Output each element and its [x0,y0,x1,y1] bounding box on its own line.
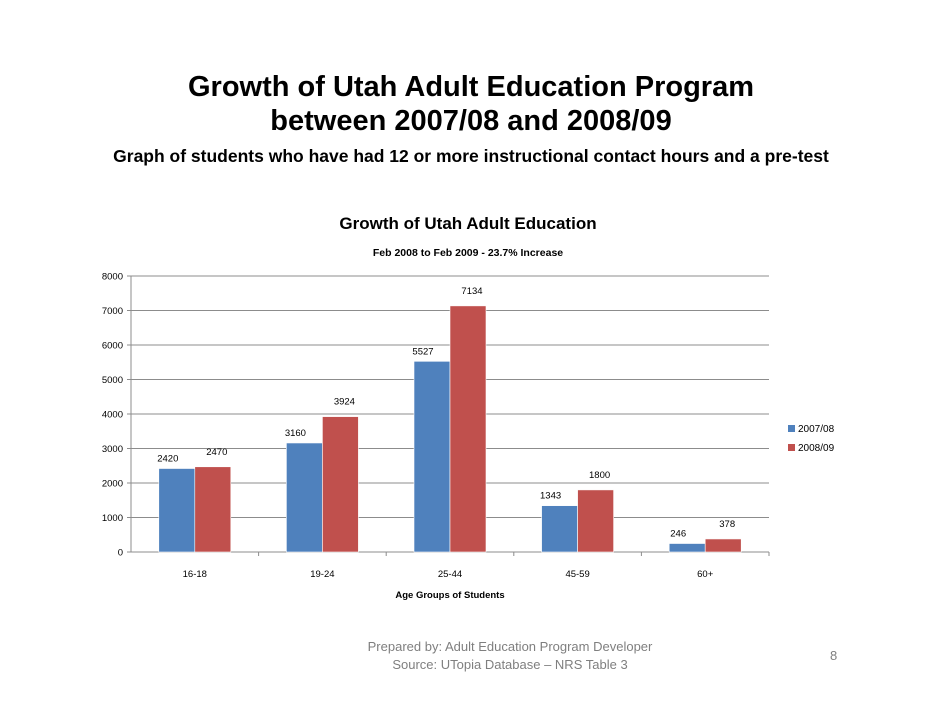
legend-label: 2007/08 [798,424,835,435]
x-tick-label: 19-24 [310,569,334,580]
chart-subtitle: Feb 2008 to Feb 2009 - 23.7% Increase [373,247,563,259]
y-tick-label: 1000 [102,513,123,524]
legend-swatch [788,425,795,432]
bar-2008-09 [704,538,742,553]
page-number: 8 [830,648,838,663]
footer-prepared-by: Prepared by: Adult Education Program Dev… [367,639,653,654]
y-tick-label: 4000 [102,410,123,421]
bar-2007-08 [158,468,196,553]
data-label: 3160 [285,428,306,439]
data-label: 2470 [206,447,227,458]
y-tick-label: 6000 [102,341,123,352]
slide-subtitle: Graph of students who have had 12 or mor… [113,146,829,166]
x-axis-title: Age Groups of Students [395,590,504,601]
y-tick-label: 8000 [102,272,123,283]
data-label: 2420 [157,454,178,465]
data-label: 7134 [461,286,482,297]
y-tick-label: 0 [118,548,123,559]
data-label: 5527 [412,346,433,357]
x-tick-label: 25-44 [438,569,462,580]
data-label: 1800 [589,470,610,481]
slide-title-line1: Growth of Utah Adult Education Program [187,71,755,103]
slide-title: Growth of Utah Adult Education Program b… [0,70,942,138]
y-tick-label: 5000 [102,375,123,386]
legend-label: 2008/09 [798,443,835,454]
bar-2008-09 [322,416,359,553]
data-label: 1343 [540,491,561,502]
y-tick-label: 7000 [102,306,123,317]
bar-2007-08 [286,442,323,553]
y-tick-label: 2000 [102,479,123,490]
data-label: 378 [719,519,735,530]
x-tick-label: 45-59 [565,569,589,580]
data-label: 3924 [334,397,355,408]
bar-2007-08 [541,505,578,553]
slide-title-line2: between 2007/08 and 2008/09 [270,105,672,137]
bar-2008-09 [194,466,232,553]
chart-title: Growth of Utah Adult Education [339,214,596,233]
bar-2007-08 [668,543,706,553]
footer: Prepared by: Adult Education Program Dev… [300,638,720,674]
bar-2008-09 [449,305,487,553]
bar-2007-08 [413,361,451,553]
y-tick-label: 3000 [102,444,123,455]
footer-source: Source: UTopia Database – NRS Table 3 [392,657,628,672]
x-tick-label: 60+ [697,569,714,580]
data-label: 246 [670,529,686,540]
bar-2008-09 [577,489,614,553]
legend-swatch [788,444,795,451]
x-tick-label: 16-18 [183,569,207,580]
